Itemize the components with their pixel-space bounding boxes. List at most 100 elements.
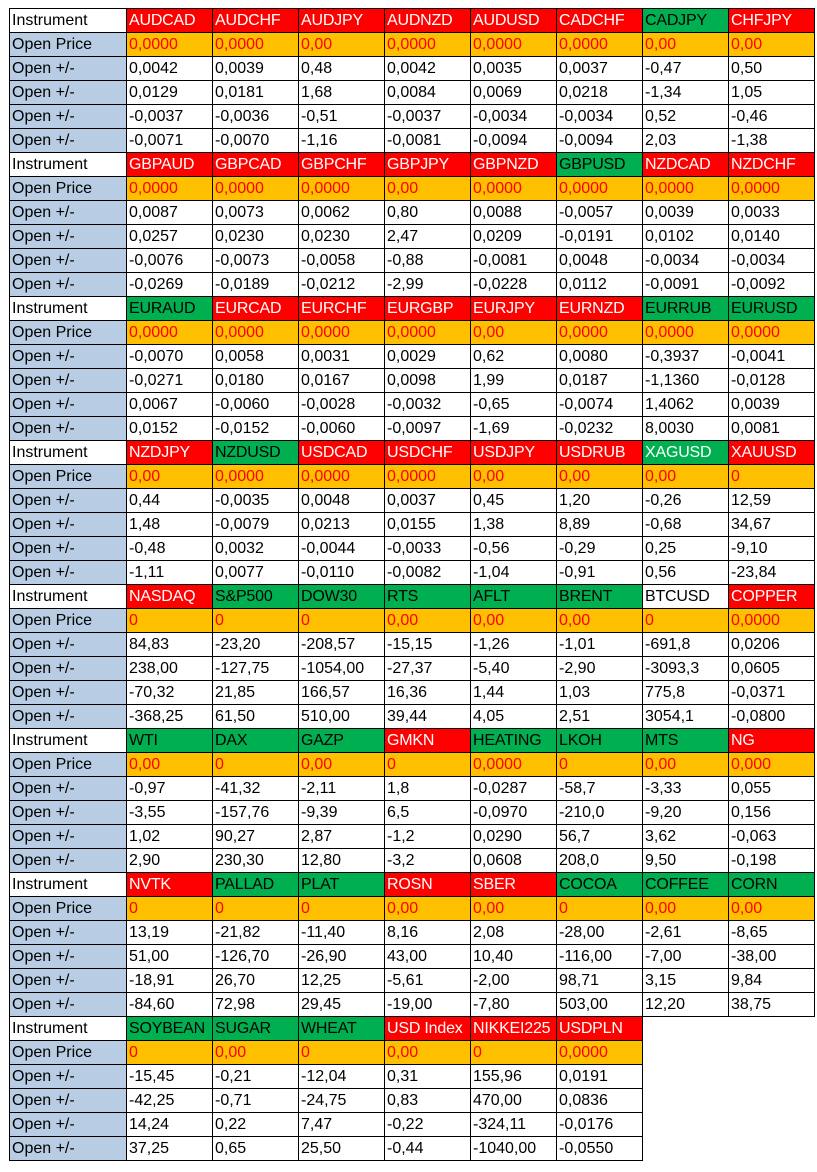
instrument-symbol-cell[interactable]: GBPNZD [470, 152, 557, 177]
open-change-cell[interactable]: 3,62 [642, 824, 729, 849]
instrument-symbol-cell[interactable]: USDRUB [556, 440, 643, 465]
open-change-cell[interactable]: 0,0605 [728, 656, 815, 681]
open-price-cell[interactable]: 0 [212, 752, 299, 777]
open-change-cell[interactable]: 0,0037 [556, 56, 643, 81]
instrument-symbol-cell[interactable]: EURCHF [298, 296, 385, 321]
open-change-cell[interactable]: -0,0269 [126, 272, 213, 297]
open-change-cell[interactable]: 0,31 [384, 1064, 471, 1089]
instrument-symbol-cell[interactable]: COFFEE [642, 872, 729, 897]
open-change-cell[interactable]: -2,99 [384, 272, 471, 297]
open-change-cell[interactable]: 0,62 [470, 344, 557, 369]
open-change-cell[interactable]: -0,3937 [642, 344, 729, 369]
open-price-cell[interactable]: 0,00 [212, 1040, 299, 1065]
open-price-cell[interactable]: 0,00 [384, 608, 471, 633]
open-change-cell[interactable]: 1,4062 [642, 392, 729, 417]
open-change-cell[interactable]: -0,0074 [556, 392, 643, 417]
open-change-cell[interactable]: -0,0033 [384, 536, 471, 561]
open-change-cell[interactable]: 0,0836 [556, 1088, 643, 1113]
instrument-symbol-cell[interactable]: EURCAD [212, 296, 299, 321]
open-price-cell[interactable]: 0,0000 [556, 32, 643, 57]
open-change-cell[interactable]: 1,8 [384, 776, 471, 801]
instrument-symbol-cell[interactable]: DAX [212, 728, 299, 753]
instrument-symbol-cell[interactable]: EURGBP [384, 296, 471, 321]
open-change-cell[interactable]: 0,52 [642, 104, 729, 129]
open-change-cell[interactable]: -0,0082 [384, 560, 471, 585]
open-change-cell[interactable]: -0,0060 [298, 416, 385, 441]
open-change-cell[interactable]: 4,05 [470, 704, 557, 729]
instrument-symbol-cell[interactable]: COPPER [728, 584, 815, 609]
open-price-cell[interactable]: 0 [298, 896, 385, 921]
instrument-symbol-cell[interactable]: NG [728, 728, 815, 753]
open-change-cell[interactable]: -42,25 [126, 1088, 213, 1113]
instrument-symbol-cell[interactable]: MTS [642, 728, 729, 753]
open-price-cell[interactable]: 0,000 [728, 752, 815, 777]
open-change-cell[interactable]: 0,0230 [212, 224, 299, 249]
open-change-cell[interactable]: -1,38 [728, 128, 815, 153]
open-change-cell[interactable]: 1,20 [556, 488, 643, 513]
open-change-cell[interactable]: -0,0092 [728, 272, 815, 297]
open-change-cell[interactable]: 0,0084 [384, 80, 471, 105]
open-price-cell[interactable]: 0,0000 [642, 176, 729, 201]
instrument-symbol-cell[interactable]: GBPUSD [556, 152, 643, 177]
instrument-symbol-cell[interactable]: EURUSD [728, 296, 815, 321]
open-change-cell[interactable]: -41,32 [212, 776, 299, 801]
open-change-cell[interactable]: 0,0206 [728, 632, 815, 657]
open-change-cell[interactable]: -0,0037 [126, 104, 213, 129]
open-change-cell[interactable]: 13,19 [126, 920, 213, 945]
open-change-cell[interactable]: -0,0081 [384, 128, 471, 153]
instrument-symbol-cell[interactable]: WHEAT [298, 1016, 385, 1041]
open-change-cell[interactable]: -0,91 [556, 560, 643, 585]
instrument-symbol-cell[interactable]: WTI [126, 728, 213, 753]
instrument-symbol-cell[interactable]: BRENT [556, 584, 643, 609]
open-change-cell[interactable]: -0,0073 [212, 248, 299, 273]
open-change-cell[interactable]: 1,68 [298, 80, 385, 105]
open-change-cell[interactable]: 2,47 [384, 224, 471, 249]
open-change-cell[interactable]: -0,0287 [470, 776, 557, 801]
open-change-cell[interactable]: -18,91 [126, 968, 213, 993]
open-change-cell[interactable]: 0,0187 [556, 368, 643, 393]
open-price-cell[interactable]: 0,0000 [556, 320, 643, 345]
instrument-symbol-cell[interactable]: USD Index [384, 1016, 471, 1041]
open-change-cell[interactable]: -0,0800 [728, 704, 815, 729]
open-price-cell[interactable]: 0,00 [384, 176, 471, 201]
open-price-cell[interactable]: 0,0000 [126, 32, 213, 57]
open-change-cell[interactable]: -5,40 [470, 656, 557, 681]
instrument-symbol-cell[interactable]: CHFJPY [728, 8, 815, 33]
open-change-cell[interactable]: -0,71 [212, 1088, 299, 1113]
open-price-cell[interactable]: 0,00 [470, 896, 557, 921]
open-change-cell[interactable]: -0,0070 [126, 344, 213, 369]
open-change-cell[interactable]: 1,99 [470, 368, 557, 393]
open-change-cell[interactable]: -0,0152 [212, 416, 299, 441]
instrument-symbol-cell[interactable]: AUDJPY [298, 8, 385, 33]
open-change-cell[interactable]: 38,75 [728, 992, 815, 1017]
open-change-cell[interactable]: 14,24 [126, 1112, 213, 1137]
open-change-cell[interactable]: -0,48 [126, 536, 213, 561]
open-price-cell[interactable]: 0,00 [126, 464, 213, 489]
open-change-cell[interactable]: -0,97 [126, 776, 213, 801]
open-price-cell[interactable]: 0,0000 [298, 320, 385, 345]
open-change-cell[interactable]: -7,80 [470, 992, 557, 1017]
open-change-cell[interactable]: -0,26 [642, 488, 729, 513]
open-change-cell[interactable]: -58,7 [556, 776, 643, 801]
open-change-cell[interactable]: 16,36 [384, 680, 471, 705]
open-change-cell[interactable]: -19,00 [384, 992, 471, 1017]
open-change-cell[interactable]: 0,0098 [384, 368, 471, 393]
open-change-cell[interactable]: 1,38 [470, 512, 557, 537]
open-change-cell[interactable]: 12,59 [728, 488, 815, 513]
open-change-cell[interactable]: 0,22 [212, 1112, 299, 1137]
instrument-symbol-cell[interactable]: LKOH [556, 728, 643, 753]
open-change-cell[interactable]: -0,0550 [556, 1136, 643, 1161]
open-change-cell[interactable]: 0,0042 [126, 56, 213, 81]
open-change-cell[interactable]: -9,39 [298, 800, 385, 825]
open-change-cell[interactable]: 775,8 [642, 680, 729, 705]
open-change-cell[interactable]: -21,82 [212, 920, 299, 945]
open-change-cell[interactable]: 0,0035 [470, 56, 557, 81]
open-change-cell[interactable]: 0,44 [126, 488, 213, 513]
open-price-cell[interactable]: 0 [470, 1040, 557, 1065]
open-change-cell[interactable]: 98,71 [556, 968, 643, 993]
instrument-symbol-cell[interactable]: AUDCHF [212, 8, 299, 33]
open-change-cell[interactable]: 61,50 [212, 704, 299, 729]
open-change-cell[interactable]: 56,7 [556, 824, 643, 849]
instrument-symbol-cell[interactable]: USDCAD [298, 440, 385, 465]
open-change-cell[interactable]: -0,0212 [298, 272, 385, 297]
